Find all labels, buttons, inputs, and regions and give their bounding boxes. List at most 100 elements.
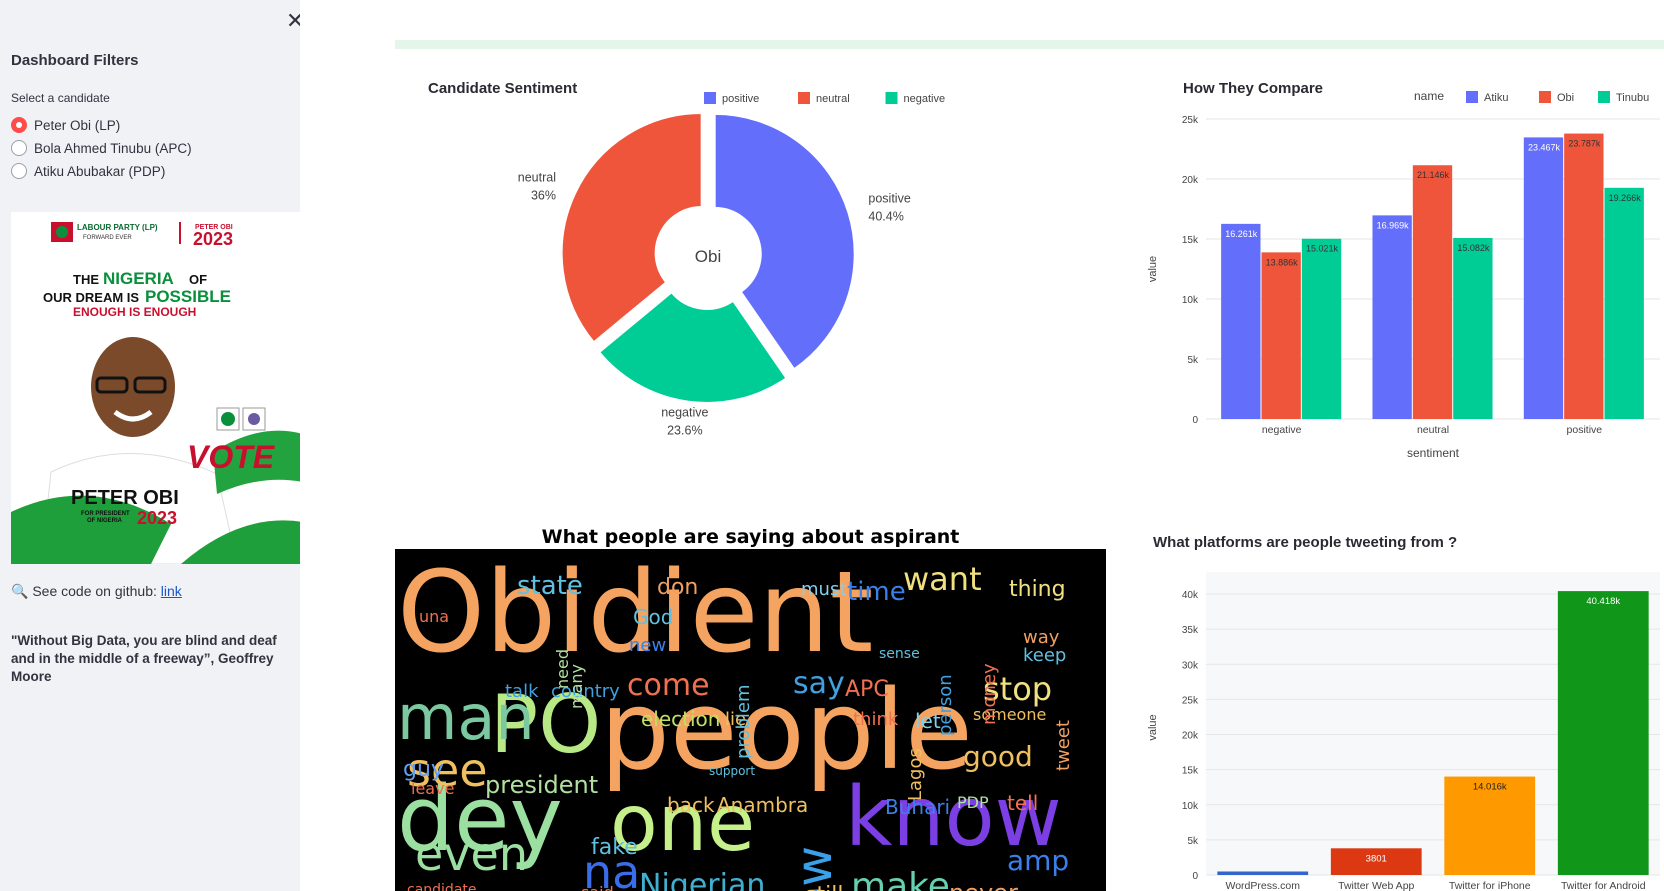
wordcloud-image: What people are saying about aspirant Ob…: [395, 525, 1106, 891]
bar-label: 40.418k: [1586, 596, 1620, 607]
wordcloud-word: want: [903, 560, 982, 598]
sentiment-pie-chart[interactable]: positive neutral negative positive 40.4% nega…: [428, 86, 968, 466]
wordcloud-word: never: [949, 881, 1018, 891]
poster-slogan-e: POSSIBLE: [145, 287, 231, 306]
wordcloud-word: let: [915, 709, 941, 733]
bar-twitter-web-app: [1330, 848, 1422, 875]
bar-atiku-neutral: [1372, 215, 1412, 419]
wordcloud-word: think: [853, 709, 899, 730]
legend-swatch-positive: [704, 92, 716, 104]
y-tick-label: 10k: [1182, 801, 1199, 812]
sidebar: ✕ Dashboard Filters Select a candidate P…: [0, 0, 304, 891]
wordcloud-word: way: [1023, 627, 1060, 648]
radio-label: Bola Ahmed Tinubu (APC): [34, 140, 192, 156]
bar-label: 21.146k: [1417, 170, 1450, 180]
wordcloud-title: What people are saying about aspirant: [395, 525, 1106, 549]
poster-year: 2023: [193, 229, 233, 249]
bar-twitter-for-iphone: [1444, 776, 1536, 875]
wordcloud-word: keep: [1023, 645, 1067, 666]
radio-option-atiku[interactable]: Atiku Abubakar (PDP): [11, 161, 165, 181]
platforms-bar-chart[interactable]: 0 5k 10k 15k 20k 25k 30k 35k 40k WordPress.com 380…: [1140, 572, 1664, 891]
bar-label: 14.016k: [1473, 782, 1507, 793]
radio-label: Atiku Abubakar (PDP): [34, 163, 166, 179]
radio-label: Peter Obi (LP): [34, 117, 121, 133]
y-tick-label: 5k: [1187, 836, 1199, 847]
poster-name-big: PETER OBI: [71, 487, 179, 509]
close-icon[interactable]: ✕: [286, 8, 305, 33]
wordcloud-word: know: [845, 770, 1062, 865]
legend-swatch-atiku: [1466, 91, 1478, 103]
legend-label-negative: negative: [904, 93, 946, 105]
pie-center-label: Obi: [695, 247, 721, 266]
wordcloud-word: don: [657, 575, 699, 600]
radio-selected-icon: [11, 117, 27, 133]
x-tick-label: Twitter for iPhone: [1449, 880, 1531, 891]
poster-slogan-d: OUR DREAM IS: [43, 290, 139, 305]
wordcloud-word: people: [600, 666, 973, 794]
y-tick-label: 25k: [1182, 695, 1199, 706]
bar-obi-neutral: [1412, 165, 1453, 419]
bar-label: 23.787k: [1568, 139, 1601, 149]
bar-label: 13.886k: [1266, 257, 1299, 267]
candidate-poster-image: LABOUR PARTY (LP) FORWARD EVER PETER OBI…: [11, 212, 303, 564]
pie-percent-negative: 23.6%: [667, 423, 702, 437]
github-link[interactable]: link: [160, 583, 182, 599]
y-axis-label: value: [1147, 256, 1159, 282]
radio-option-tinubu[interactable]: Bola Ahmed Tinubu (APC): [11, 138, 192, 158]
y-tick-label: 15k: [1182, 235, 1199, 246]
wordcloud-word: stop: [983, 670, 1053, 708]
pie-label-positive: positive: [868, 192, 910, 206]
bar-label: 19.266k: [1609, 193, 1642, 203]
pie-percent-positive: 40.4%: [868, 210, 903, 224]
radio-option-peter-obi[interactable]: Peter Obi (LP): [11, 115, 120, 135]
pie-percent-neutral: 36%: [531, 188, 556, 202]
bar-tinubu-neutral: [1453, 238, 1493, 419]
bar-twitter-for-android: [1557, 591, 1649, 875]
bar-atiku-negative: [1221, 223, 1261, 419]
poster-slogan-c: OF: [189, 272, 207, 287]
poster-name-top: PETER OBI: [195, 224, 233, 231]
wordcloud-word: make: [851, 866, 950, 891]
wordcloud-word: fake: [591, 835, 638, 860]
wordcloud-word: PO: [490, 678, 602, 771]
poster-graphic: LABOUR PARTY (LP) FORWARD EVER PETER OBI…: [11, 212, 303, 564]
poster-year-bottom: 2023: [137, 508, 177, 528]
legend-label-obi: Obi: [1557, 92, 1574, 104]
y-tick-label: 35k: [1182, 625, 1199, 636]
sidebar-title: Dashboard Filters: [11, 52, 139, 69]
bar-obi-negative: [1261, 252, 1301, 419]
wordcloud-word: amp: [1007, 844, 1070, 877]
top-divider-bar: [395, 40, 1664, 49]
wordcloud-word: good: [963, 740, 1033, 773]
legend-label-atiku: Atiku: [1484, 92, 1508, 104]
poster-slogan-f: ENOUGH IS ENOUGH: [73, 305, 196, 319]
wordcloud-word: tweet: [1053, 720, 1074, 771]
wordcloud-word: said: [581, 885, 614, 891]
wordcloud-word: new: [629, 635, 667, 656]
pie-slice-neutral: [560, 112, 703, 344]
y-tick-label: 40k: [1182, 590, 1199, 601]
wordcloud-word: man: [397, 681, 535, 754]
wordcloud-word: back: [667, 793, 715, 817]
bar-tinubu-negative: [1301, 238, 1342, 419]
bar-label: 3801: [1366, 853, 1387, 864]
x-tick-label: Twitter Web App: [1338, 880, 1414, 891]
x-tick-label: neutral: [1417, 424, 1449, 436]
bar-label: 15.021k: [1306, 244, 1339, 254]
y-tick-label: 10k: [1182, 295, 1199, 306]
magnifier-icon: 🔍: [11, 583, 29, 599]
wordcloud-word: support: [709, 764, 756, 778]
compare-bar-chart[interactable]: name Atiku Obi Tinubu 0 5k 10k 15k 20k 25k 16.261k…: [1140, 86, 1664, 470]
wordcloud-word: candidate: [407, 882, 477, 891]
radio-unselected-icon: [11, 140, 27, 156]
bar-obi-positive: [1564, 133, 1604, 419]
wordcloud-word: country: [551, 681, 620, 702]
wordcloud-word: come: [627, 668, 710, 703]
y-axis-label: value: [1147, 714, 1159, 740]
poster-slogan-a: THE: [73, 272, 99, 287]
wordcloud-word: lie: [725, 709, 747, 730]
x-tick-label: WordPress.com: [1226, 880, 1301, 891]
y-tick-label: 0: [1192, 415, 1198, 426]
wordcloud-word: election: [641, 707, 721, 731]
wordcloud-word: tell: [1007, 791, 1039, 815]
